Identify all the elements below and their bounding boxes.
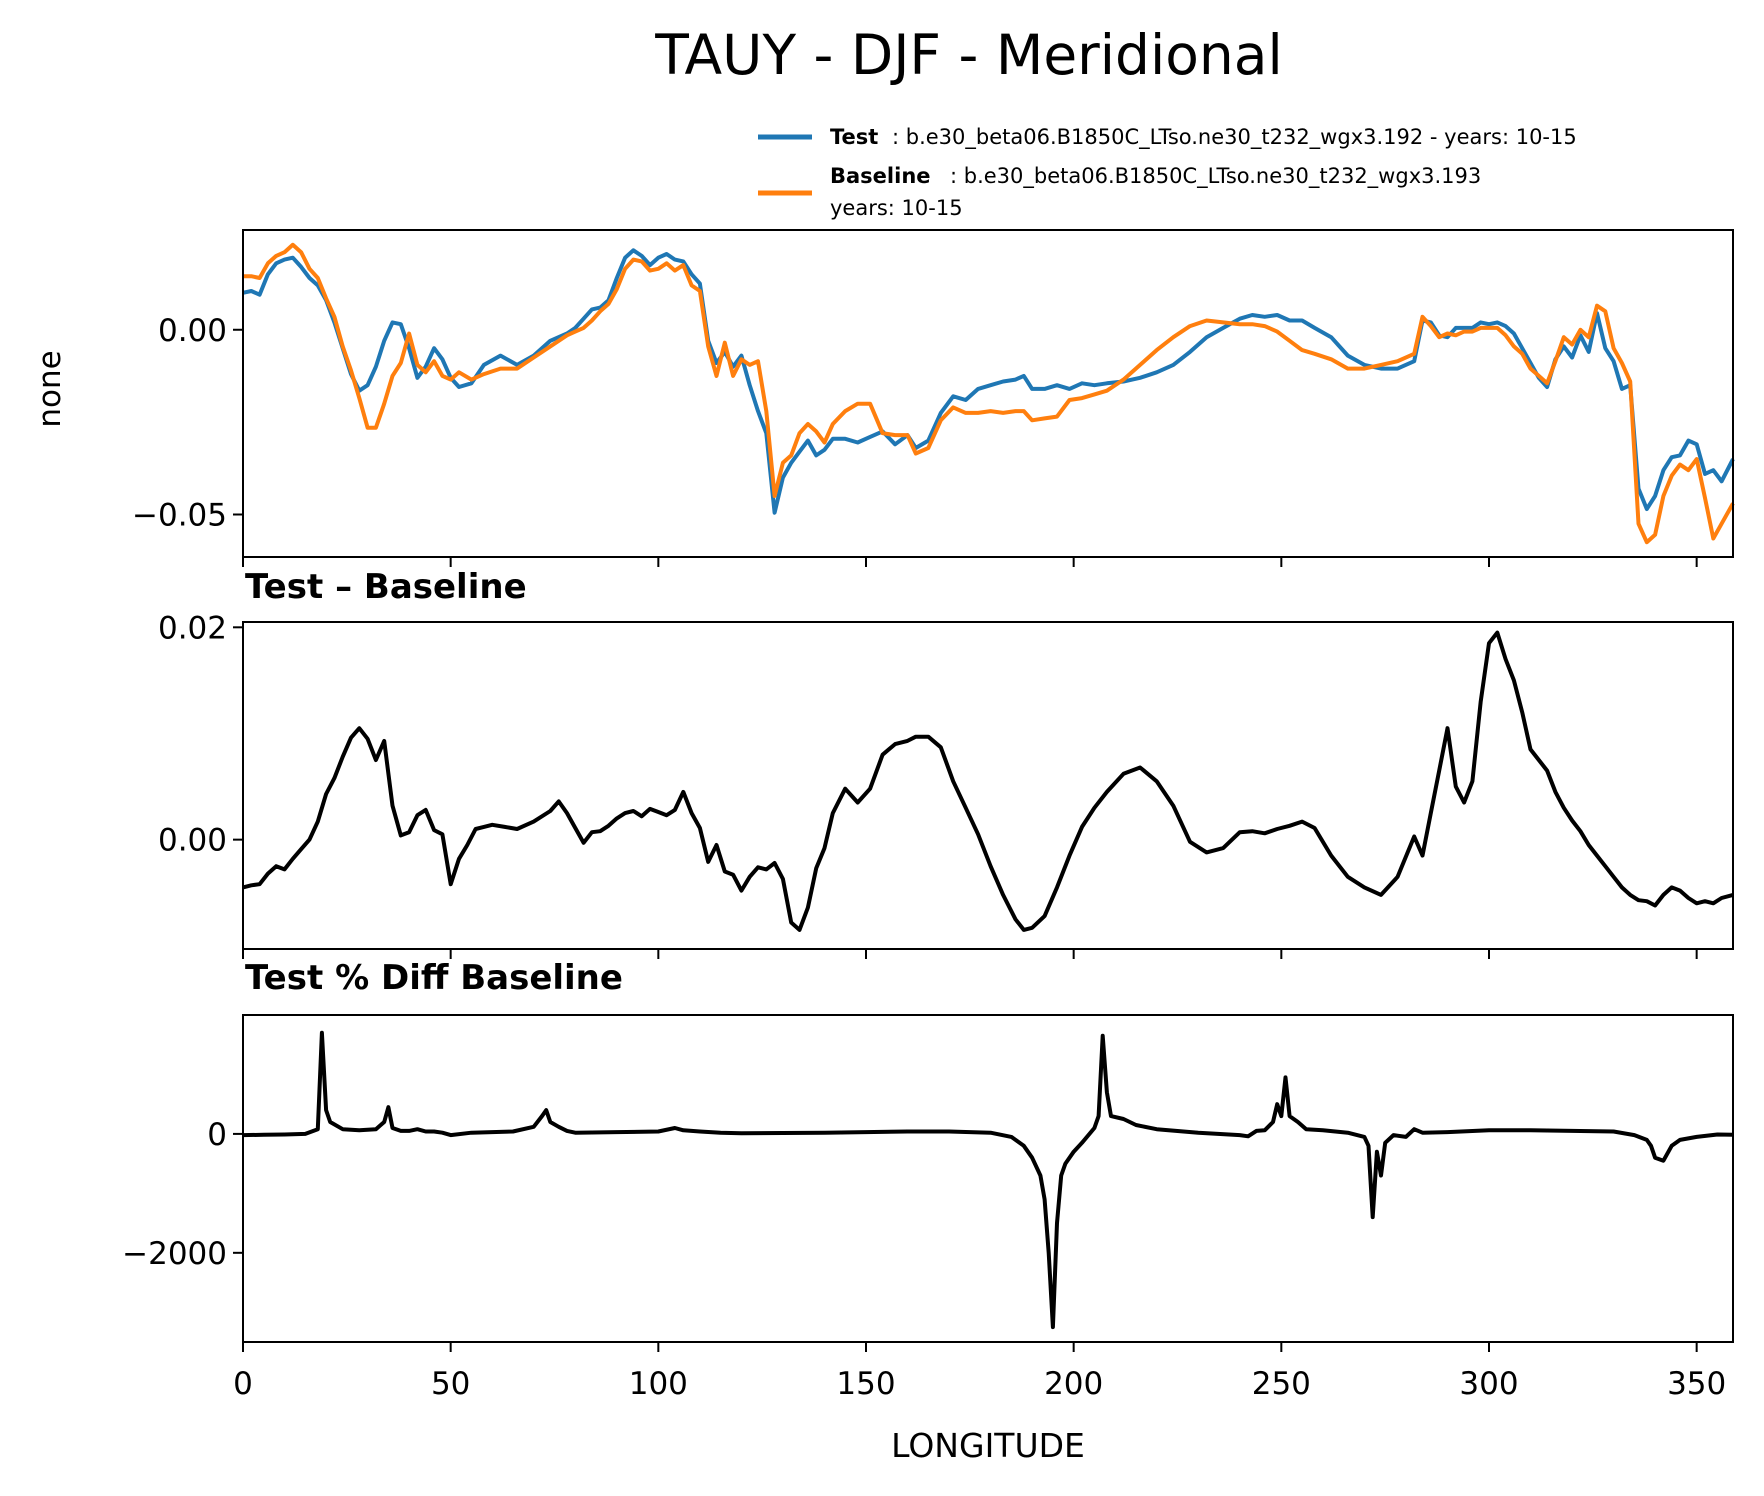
x-tick-label-2: 100 [629,1366,688,1402]
x-tick-label-3: 150 [836,1366,895,1402]
panel-difference-ytick-label-1: 0.00 [158,823,227,859]
panel-percent-diff-ytick-label-1: −2000 [122,1236,227,1272]
series-line-difference-0 [242,630,1734,932]
panel-difference-title: Test – Baseline [245,567,527,607]
panel-values-ytick-label-0: 0.00 [158,313,227,349]
panel-difference-ticks: 0.02 0.00 [158,610,1698,959]
panel-percent-diff-frame [242,1014,1734,1343]
x-tick-label-1: 50 [431,1366,470,1402]
panel-percent-diff-title: Test % Diff Baseline [245,958,623,998]
series-line-values-1 [243,242,1735,545]
legend-label-test-bold: Test [830,125,878,149]
panel-values-ticks: 0.00 −0.05 [132,313,1698,567]
x-tick-label-6: 300 [1459,1366,1518,1402]
panel-values-frame [242,229,1734,558]
x-axis-label: LONGITUDE [891,1426,1085,1465]
series-line-percent-diff-0 [242,1030,1734,1330]
x-tick-label-0: 0 [233,1366,253,1402]
x-tick-label-4: 200 [1044,1366,1103,1402]
panel-values-ytick-label-1: −0.05 [132,498,227,534]
panel-difference: Test – Baseline 0.02 0.00 [158,567,1734,959]
panel-difference-frame [242,621,1734,950]
legend: Test : b.e30_beta06.B1850C_LTso.ne30_t23… [758,125,1577,220]
series-line-values-0 [242,248,1735,515]
legend-label-baseline-bold: Baseline [830,164,931,188]
chart-title: TAUY - DJF - Meridional [654,23,1283,87]
x-tick-label-7: 350 [1667,1366,1726,1402]
legend-label-baseline: : b.e30_beta06.B1850C_LTso.ne30_t232_wgx… [950,164,1481,189]
y-axis-label-values: none [32,350,68,427]
panel-percent-diff-series [242,1030,1734,1330]
legend-label-baseline-line2: years: 10-15 [830,196,963,220]
panel-difference-ytick-label-0: 0.02 [158,610,227,646]
panel-values: none 0.00 −0.05 [32,229,1735,567]
x-tick-label-5: 250 [1252,1366,1311,1402]
panel-percent-diff: Test % Diff Baseline 0 −2000 [122,958,1734,1352]
panel-percent-diff-ticks: 0 −2000 [122,1117,1698,1352]
x-axis-ticks: 0 50 100 150 200 250 300 350 [233,1366,1726,1402]
legend-label-test: : b.e30_beta06.B1850C_LTso.ne30_t232_wgx… [892,125,1577,150]
panel-percent-diff-ytick-label-0: 0 [207,1117,227,1153]
panel-values-series [242,242,1735,545]
panel-difference-series [242,630,1734,932]
